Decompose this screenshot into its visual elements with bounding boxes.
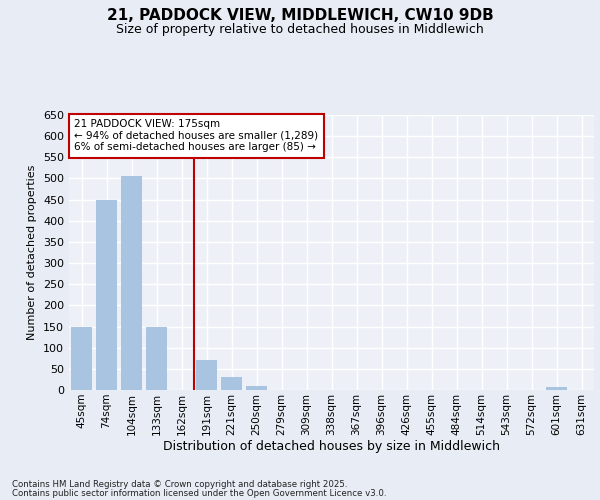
Bar (121, 176, 142, 390)
Bar (221, 378, 242, 390)
Bar (196, 360, 217, 390)
X-axis label: Distribution of detached houses by size in Middlewich: Distribution of detached houses by size … (163, 440, 500, 454)
Text: Contains HM Land Registry data © Crown copyright and database right 2025.: Contains HM Land Registry data © Crown c… (12, 480, 347, 489)
Text: 21 PADDOCK VIEW: 175sqm
← 94% of detached houses are smaller (1,289)
6% of semi-: 21 PADDOCK VIEW: 175sqm ← 94% of detache… (74, 119, 319, 152)
Bar (146, 326, 167, 390)
Bar (546, 386, 567, 390)
Text: Contains public sector information licensed under the Open Government Licence v3: Contains public sector information licen… (12, 490, 386, 498)
Bar (96, 200, 117, 390)
Text: 21, PADDOCK VIEW, MIDDLEWICH, CW10 9DB: 21, PADDOCK VIEW, MIDDLEWICH, CW10 9DB (107, 8, 493, 22)
Bar (246, 386, 267, 390)
Text: Size of property relative to detached houses in Middlewich: Size of property relative to detached ho… (116, 22, 484, 36)
Bar (71, 326, 92, 390)
Y-axis label: Number of detached properties: Number of detached properties (28, 165, 37, 340)
